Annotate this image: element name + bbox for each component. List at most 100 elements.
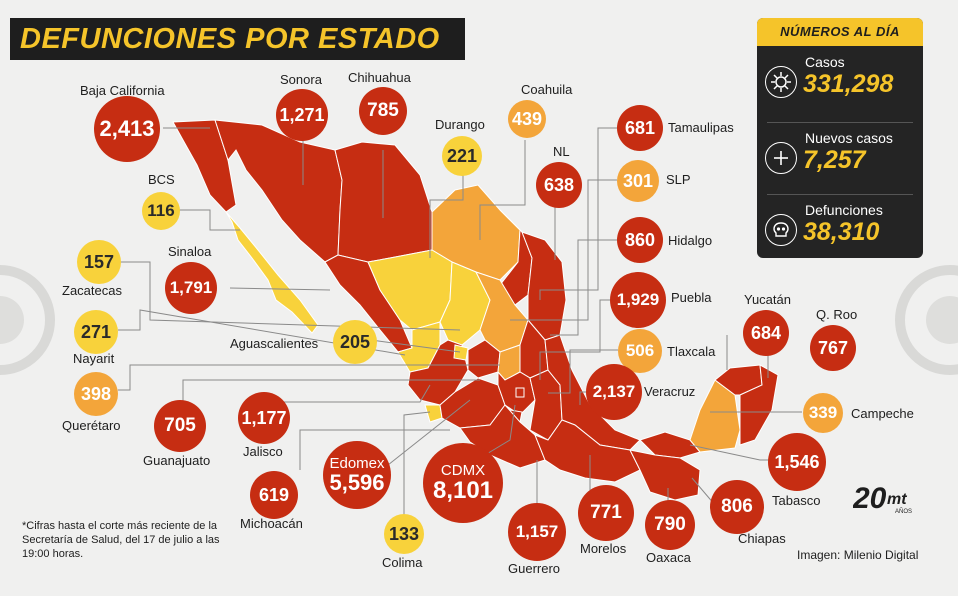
bubble-zacatecas: 157 (77, 240, 121, 284)
value-tamaulipas: 681 (624, 117, 656, 138)
map-aguascalientes (453, 344, 469, 361)
stat-label-defunciones: Defunciones (805, 202, 883, 218)
svg-text:20: 20 (853, 482, 887, 515)
svg-text:AÑOS: AÑOS (895, 508, 912, 515)
value-slp: 301 (622, 170, 654, 191)
title-banner (10, 18, 465, 60)
virus-background-left-icon (0, 265, 55, 375)
label-coahuila: Coahuila (521, 82, 573, 97)
value-jalisco: 1,177 (241, 407, 287, 428)
value-aguascalientes: 205 (339, 331, 371, 352)
map-cdmx (515, 387, 525, 398)
stat-value-defunciones: 38,310 (803, 218, 880, 246)
label-edomex: Edomex (329, 454, 385, 472)
bubble-tabasco: 1,546 (768, 433, 826, 491)
bubble-michoacan: 619 (250, 471, 298, 519)
bubble-coahuila: 439 (508, 100, 546, 138)
value-puebla: 1,929 (616, 290, 660, 309)
label-puebla: Puebla (671, 290, 712, 305)
bubble-guerrero: 1,157 (508, 503, 566, 561)
image-credit: Imagen: Milenio Digital (797, 548, 919, 562)
bubble-puebla: 1,929 (610, 272, 666, 328)
bubble-baja-california: 2,413 (94, 96, 160, 162)
bubble-campeche: 339 (803, 393, 843, 433)
bubble-aguascalientes: 205 (333, 320, 377, 364)
edomex-inner: Edomex 5,596 (329, 454, 385, 494)
bubble-slp: 301 (617, 160, 659, 202)
label-durango: Durango (435, 117, 485, 132)
value-zacatecas: 157 (83, 251, 115, 272)
label-guanajuato: Guanajuato (143, 453, 211, 468)
label-baja-california: Baja California (80, 83, 165, 98)
stat-value-casos: 331,298 (803, 70, 894, 98)
map-qroo (739, 364, 779, 446)
value-guerrero: 1,157 (515, 522, 559, 541)
stat-row-nuevos-casos: Nuevos casos 7,257 (757, 126, 923, 194)
label-oaxaca: Oaxaca (646, 550, 691, 565)
connector-lines (118, 127, 802, 535)
footnote: *Cifras hasta el corte más reciente de l… (22, 520, 220, 560)
value-oaxaca: 790 (654, 514, 686, 535)
bubble-yucatan: 684 (743, 310, 789, 356)
label-veracruz: Veracruz (644, 384, 696, 399)
value-colima: 133 (388, 523, 420, 544)
label-yucatan: Yucatán (744, 292, 791, 307)
bubble-chihuahua: 785 (359, 87, 407, 135)
label-nl: NL (553, 144, 570, 159)
value-durango: 221 (446, 145, 478, 166)
bubble-nayarit: 271 (74, 310, 118, 354)
label-colima: Colima (382, 555, 423, 570)
stats-panel: NÚMEROS AL DÍA Casos 331,298 Nuevos caso… (757, 18, 923, 258)
label-chihuahua: Chihuahua (348, 70, 411, 85)
bubble-guanajuato: 705 (154, 400, 206, 452)
value-chiapas: 806 (721, 496, 753, 517)
bubble-chiapas: 806 (710, 480, 764, 534)
bubble-durango: 221 (442, 136, 482, 176)
value-cdmx: 8,101 (432, 477, 494, 505)
value-bcs: 116 (147, 201, 175, 220)
skull-icon (765, 214, 797, 246)
value-queretaro: 398 (80, 383, 112, 404)
label-cdmx: CDMX (440, 461, 486, 479)
value-coahuila: 439 (511, 108, 543, 129)
bubble-cdmx: CDMX 8,101 (423, 443, 503, 523)
value-hidalgo: 860 (624, 229, 656, 250)
map-bcs (225, 211, 319, 334)
map-sonora (214, 119, 343, 263)
bubble-hidalgo: 860 (617, 217, 663, 263)
value-nayarit: 271 (80, 321, 112, 342)
label-sonora: Sonora (280, 72, 322, 87)
bubble-qroo: 767 (810, 325, 856, 371)
label-qroo: Q. Roo (816, 307, 858, 322)
value-tlaxcala: 506 (625, 341, 655, 360)
bubble-sinaloa: 1,791 (165, 262, 217, 314)
bubble-edomex: Edomex 5,596 (323, 441, 391, 509)
label-tabasco: Tabasco (772, 493, 821, 508)
stats-panel-heading: NÚMEROS AL DÍA (757, 18, 923, 46)
stat-row-defunciones: Defunciones 38,310 (757, 198, 923, 258)
label-morelos: Morelos (580, 541, 627, 556)
bubble-jalisco: 1,177 (238, 392, 290, 444)
bubble-morelos: 771 (578, 485, 634, 541)
stat-row-casos: Casos 331,298 (757, 50, 923, 118)
label-michoacan: Michoacán (240, 516, 303, 531)
bubble-queretaro: 398 (74, 372, 118, 416)
page-title: DEFUNCIONES POR ESTADO (20, 23, 440, 55)
bubble-veracruz: 2,137 (586, 364, 642, 420)
label-sinaloa: Sinaloa (168, 244, 212, 259)
label-nayarit: Nayarit (73, 351, 115, 366)
bubble-sonora: 1,271 (276, 89, 328, 141)
bubble-oaxaca: 790 (645, 500, 695, 550)
label-guerrero: Guerrero (508, 561, 561, 576)
label-bcs: BCS (148, 172, 175, 187)
bubble-tamaulipas: 681 (617, 105, 663, 151)
cdmx-inner: CDMX 8,101 (432, 461, 494, 505)
svg-text:mt: mt (887, 491, 907, 508)
value-yucatan: 684 (750, 322, 782, 343)
label-chiapas: Chiapas (738, 531, 786, 546)
value-campeche: 339 (808, 403, 838, 422)
stat-value-nuevos-casos: 7,257 (803, 146, 866, 174)
plus-icon (765, 142, 797, 174)
